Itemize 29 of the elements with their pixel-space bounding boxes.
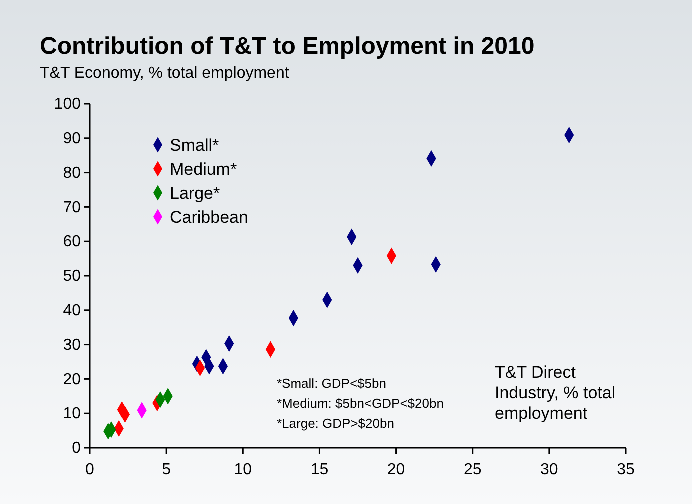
y-tick-label: 70	[63, 199, 82, 216]
legend-label: Large*	[170, 184, 220, 203]
annotation: *Large: GDP>$20bn	[277, 416, 394, 431]
annotation: *Small: GDP<$5bn	[277, 376, 386, 391]
x-tick-label: 0	[86, 462, 95, 479]
legend-label: Small*	[170, 136, 220, 155]
x-axis-title: T&T Direct Industry, % total employment	[495, 363, 616, 423]
y-tick-label: 40	[63, 302, 82, 320]
x-tick-label: 10	[234, 462, 252, 479]
annotation: *Medium: $5bn<GDP<$20bn	[277, 396, 444, 411]
y-tick-label: 30	[63, 336, 82, 354]
legend-label: Caribbean	[170, 208, 248, 227]
y-tick-label: 50	[63, 268, 82, 286]
x-tick-label: 5	[162, 462, 172, 479]
x-tick-label: 25	[464, 462, 482, 479]
legend-label: Medium*	[170, 160, 238, 179]
y-tick-label: 100	[54, 96, 82, 114]
y-tick-label: 60	[63, 234, 82, 251]
x-tick-label: 20	[387, 462, 406, 479]
y-tick-label: 20	[63, 371, 82, 388]
y-tick-label: 80	[63, 164, 82, 182]
x-tick-label: 15	[310, 462, 329, 479]
y-axis-title: T&T Economy, % total employment	[40, 65, 290, 82]
y-tick-label: 90	[63, 130, 82, 148]
chart-title: Contribution of T&T to Employment in 2010	[40, 33, 535, 60]
y-tick-label: 0	[72, 440, 82, 458]
x-tick-label: 35	[617, 462, 635, 479]
x-tick-label: 30	[540, 462, 558, 479]
y-tick-label: 10	[63, 406, 82, 423]
